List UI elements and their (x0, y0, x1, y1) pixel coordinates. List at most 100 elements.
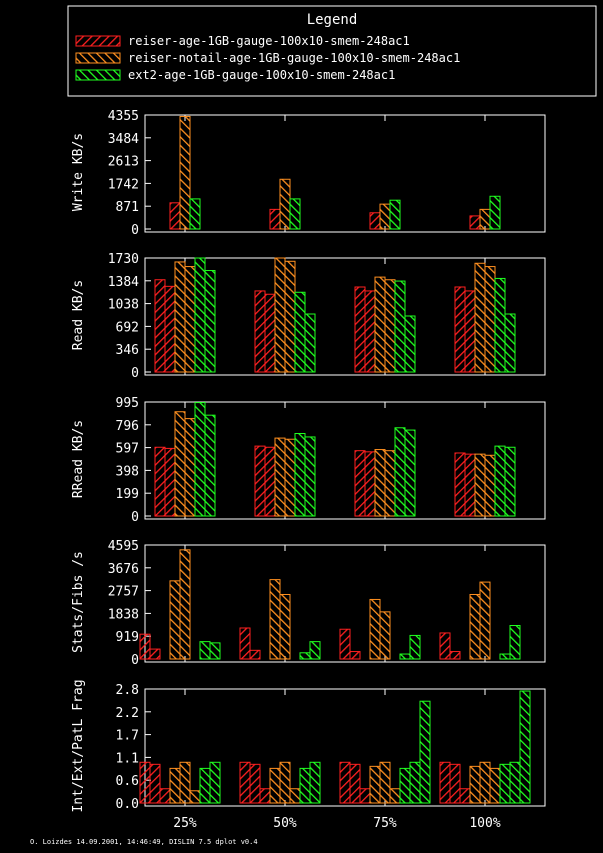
bar (494, 445, 506, 517)
bar (189, 198, 201, 230)
legend-label: reiser-notail-age-1GB-gauge-100x10-smem-… (128, 51, 460, 65)
bar (309, 641, 321, 660)
y-tick-label: 3484 (108, 132, 139, 147)
bar (389, 788, 401, 804)
chart-panel: 0 346 692 1038 1384 1730 Read KB/s (71, 252, 546, 381)
bar (479, 761, 491, 804)
plot-frame (144, 544, 546, 663)
legend-label: reiser-age-1GB-gauge-100x10-smem-248ac1 (128, 34, 410, 48)
bar (179, 549, 191, 660)
y-tick-label: 2.8 (116, 683, 139, 698)
bar (299, 767, 311, 804)
bar (494, 277, 506, 373)
chart-panel: 0 919 1838 2757 3676 4595 Stats/Fibs /s (71, 539, 546, 668)
y-tick-label: 995 (116, 396, 139, 411)
bar (289, 788, 301, 804)
bar (264, 446, 276, 517)
legend-entry: ext2-age-1GB-gauge-100x10-smem-248ac1 (75, 68, 395, 82)
y-tick-label: 0 (131, 366, 139, 381)
bar (264, 293, 276, 373)
chart-panel: 0 871 1742 2613 3484 4355 Write KB/s (71, 109, 546, 238)
bar (479, 208, 491, 230)
bar (194, 257, 206, 373)
bar (179, 115, 191, 230)
bar (239, 627, 251, 660)
bar (199, 767, 211, 804)
x-category-label: 50% (273, 816, 297, 831)
y-tick-label: 3676 (108, 562, 139, 577)
y-tick-label: 597 (116, 442, 139, 457)
y-tick-label: 692 (116, 320, 139, 335)
y-tick-label: 0 (131, 223, 139, 238)
bar (504, 446, 516, 517)
y-tick-label: 1.1 (116, 751, 139, 766)
bar (154, 446, 166, 517)
bar (464, 290, 476, 373)
bar (394, 427, 406, 517)
x-category-label: 75% (373, 816, 397, 831)
bar (489, 767, 501, 804)
bar (349, 763, 361, 804)
bar (489, 195, 501, 230)
bar (354, 450, 366, 517)
bar (459, 788, 471, 804)
bar (439, 632, 451, 660)
plot-frame (144, 114, 546, 233)
bar (209, 761, 221, 804)
bar (369, 212, 381, 230)
y-tick-label: 796 (116, 419, 139, 434)
bar (479, 581, 491, 660)
footer-credit: O. Loizdes 14.09.2001, 14:46:49, DISLIN … (30, 838, 258, 846)
bar (279, 593, 291, 660)
bar (284, 438, 296, 517)
bar (204, 270, 216, 373)
legend-entry: reiser-age-1GB-gauge-100x10-smem-248ac1 (75, 34, 410, 48)
y-tick-label: 199 (116, 487, 139, 502)
y-tick-label: 1838 (108, 607, 139, 622)
chart-panel: 0.0 0.6 1.1 1.7 2.2 2.8 Int/Ext/PatL Frag (71, 679, 546, 813)
plot-frame (144, 257, 546, 376)
bar (394, 280, 406, 373)
bar (179, 761, 191, 804)
bar (274, 257, 286, 373)
bar (499, 763, 511, 804)
bar (454, 286, 466, 373)
bar (289, 198, 301, 230)
bar (249, 763, 261, 804)
bar (269, 208, 281, 230)
bar (299, 652, 311, 660)
y-tick-label: 0.0 (116, 797, 139, 812)
bar (294, 433, 306, 517)
bar (364, 290, 376, 373)
bar (384, 279, 396, 373)
bar (519, 690, 531, 804)
chart-panels: 0 871 1742 2613 3484 4355 Write KB/s 0 346 692 103… (71, 109, 546, 831)
bar (399, 767, 411, 804)
bar (449, 763, 461, 804)
bar (139, 761, 151, 804)
bar (294, 291, 306, 373)
y-axis-label: Int/Ext/PatL Frag (71, 679, 86, 812)
bar (204, 414, 216, 517)
bar (499, 653, 511, 660)
bar (309, 761, 321, 804)
bar (379, 761, 391, 804)
bar (484, 266, 496, 373)
bar (274, 437, 286, 517)
bar (259, 788, 271, 804)
y-tick-label: 0 (131, 510, 139, 525)
bar (364, 451, 376, 517)
bar (369, 765, 381, 804)
bar (469, 215, 481, 230)
bar (354, 286, 366, 373)
legend-swatch (75, 69, 121, 81)
bar (184, 266, 196, 373)
legend-box: Legend reiser-age-1GB-gauge-100x10-smem-… (67, 5, 597, 97)
bar (504, 313, 516, 373)
bar (389, 199, 401, 230)
legend-swatch (75, 52, 121, 64)
y-axis-label: RRead KB/s (71, 420, 86, 498)
bar (419, 700, 431, 804)
y-tick-label: 2.2 (116, 706, 139, 721)
bar (149, 648, 161, 660)
